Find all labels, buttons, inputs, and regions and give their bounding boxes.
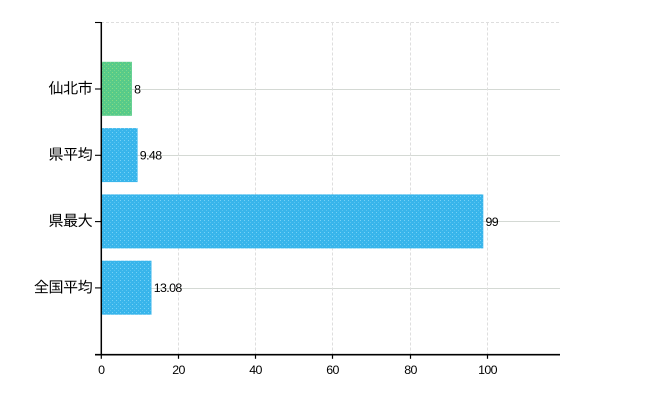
svg-text:8: 8 xyxy=(134,82,141,96)
svg-text:40: 40 xyxy=(249,363,262,377)
svg-text:0: 0 xyxy=(98,363,105,377)
svg-text:100: 100 xyxy=(478,363,498,377)
svg-text:80: 80 xyxy=(404,363,417,377)
svg-text:13.08: 13.08 xyxy=(154,281,183,295)
svg-text:20: 20 xyxy=(172,363,185,377)
svg-text:99: 99 xyxy=(486,215,499,229)
svg-text:9.48: 9.48 xyxy=(140,149,162,163)
svg-text:60: 60 xyxy=(326,363,339,377)
